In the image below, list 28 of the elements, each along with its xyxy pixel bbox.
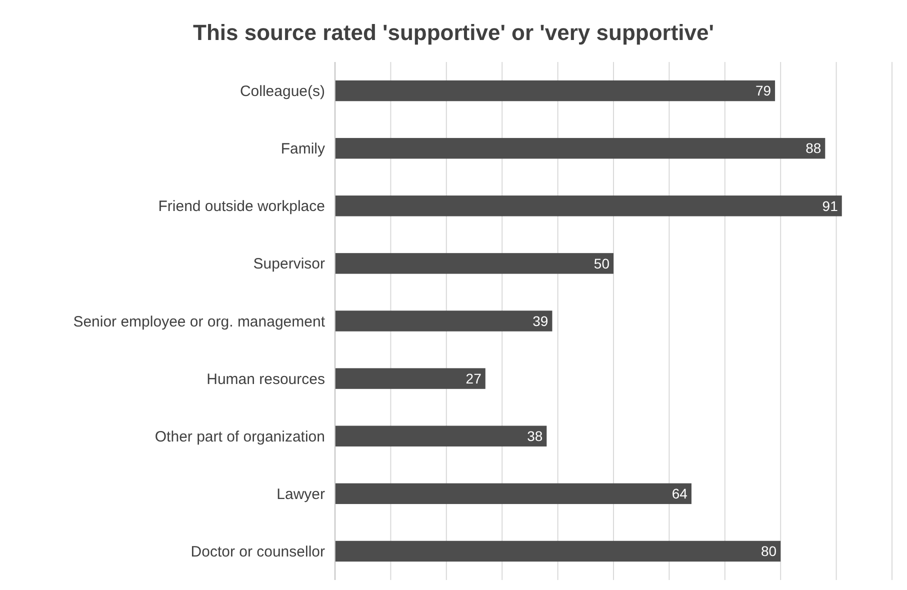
y-tick-label: Human resources xyxy=(206,370,325,388)
y-tick-label: Doctor or counsellor xyxy=(190,543,325,560)
data-label: 38 xyxy=(527,428,543,444)
bar xyxy=(335,310,552,332)
y-tick-label: Friend outside workplace xyxy=(158,198,325,216)
bar xyxy=(335,540,781,562)
bar xyxy=(335,196,842,216)
bar xyxy=(335,80,776,102)
y-tick-label: Supervisor xyxy=(253,256,325,273)
data-label: 88 xyxy=(806,140,822,156)
bar xyxy=(335,253,614,274)
bar xyxy=(335,483,692,504)
data-label: 79 xyxy=(755,82,772,99)
data-label: 64 xyxy=(672,486,688,502)
bar xyxy=(335,368,486,389)
data-label: 39 xyxy=(532,312,548,329)
y-tick-label: Lawyer xyxy=(276,486,325,503)
bar xyxy=(335,138,826,159)
bar xyxy=(335,426,547,446)
chart-title: This source rated 'supportive' or 'very supportive' xyxy=(193,20,714,45)
y-tick-label: Other part of organization xyxy=(154,428,325,446)
data-label: 50 xyxy=(594,255,610,272)
y-tick-label: Colleague(s) xyxy=(240,83,325,100)
y-tick-label: Senior employee or org. management xyxy=(73,313,326,330)
data-label: 91 xyxy=(822,198,838,214)
y-tick-label: Family xyxy=(280,140,326,158)
data-label: 27 xyxy=(466,370,482,386)
data-label: 80 xyxy=(761,543,777,560)
